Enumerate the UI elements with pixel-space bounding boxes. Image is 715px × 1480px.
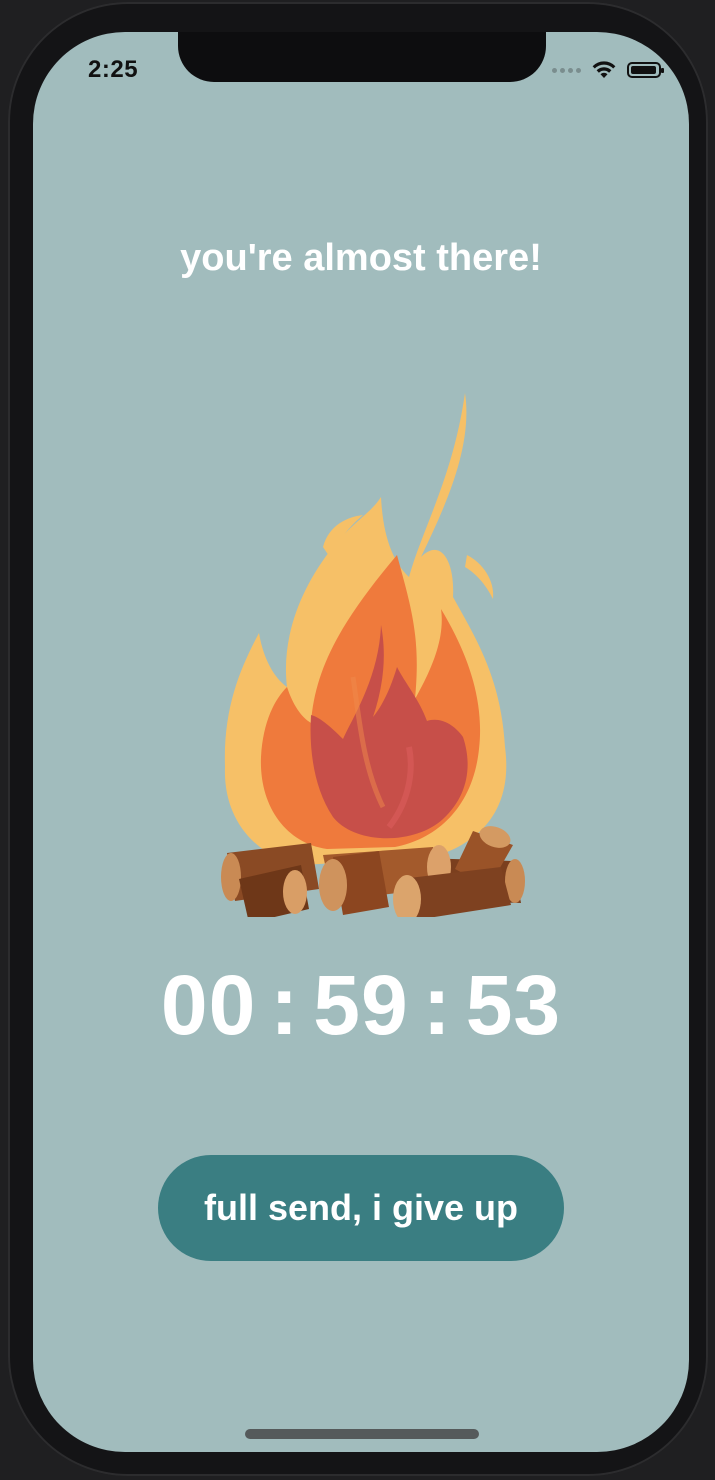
campfire-illustration bbox=[221, 393, 525, 923]
status-indicators bbox=[552, 60, 664, 80]
wifi-icon bbox=[592, 61, 616, 78]
cellular-signal-icon bbox=[552, 67, 581, 73]
timer-hours: 00 bbox=[160, 958, 257, 1052]
flame-spark-right bbox=[465, 555, 494, 599]
motivation-headline: you're almost there! bbox=[180, 237, 542, 279]
firewood-logs bbox=[221, 826, 525, 923]
countdown-timer: 00:59:53 bbox=[33, 957, 689, 1054]
battery-level bbox=[631, 66, 656, 74]
campfire-icon bbox=[183, 387, 543, 923]
timer-separator: : bbox=[422, 958, 452, 1052]
flame-spark-left bbox=[323, 515, 363, 559]
device-notch bbox=[178, 32, 546, 82]
log-cross bbox=[333, 851, 389, 915]
timer-separator: : bbox=[270, 958, 300, 1052]
timer-seconds: 53 bbox=[465, 958, 562, 1052]
log-front-right bbox=[401, 867, 511, 921]
app-screen: 2:25 you're almost there! bbox=[33, 32, 689, 1452]
inner-flame bbox=[310, 625, 468, 839]
give-up-button[interactable]: full send, i give up bbox=[158, 1155, 564, 1261]
home-indicator[interactable] bbox=[245, 1429, 479, 1439]
timer-minutes: 59 bbox=[313, 958, 409, 1052]
status-time: 2:25 bbox=[88, 56, 139, 83]
battery-icon bbox=[627, 62, 664, 78]
